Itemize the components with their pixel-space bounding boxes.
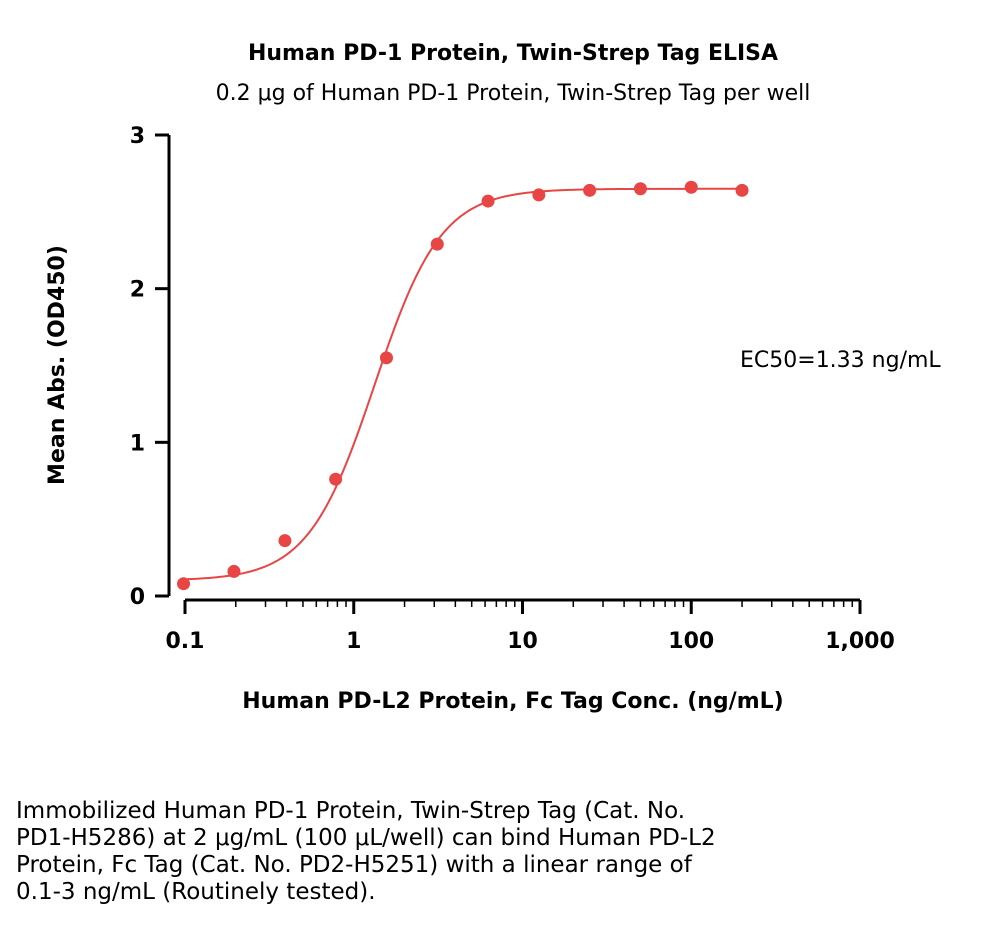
data-point — [633, 182, 647, 196]
data-point — [430, 237, 444, 251]
caption-line: Immobilized Human PD-1 Protein, Twin-Str… — [16, 798, 686, 824]
y-tick-label: 3 — [130, 124, 145, 149]
data-points — [177, 180, 749, 591]
elisa-chart: Human PD-1 Protein, Twin-Strep Tag ELISA… — [45, 41, 941, 714]
caption-line: PD1-H5286) at 2 μg/mL (100 μL/well) can … — [16, 825, 716, 851]
ec50-annotation: EC50=1.33 ng/mL — [740, 348, 941, 373]
data-point — [583, 183, 597, 197]
caption-line: 0.1-3 ng/mL (Routinely tested). — [16, 879, 376, 905]
data-point — [379, 351, 393, 365]
y-tick-label: 1 — [130, 431, 145, 456]
fit-curve — [183, 187, 743, 581]
y-tick-label: 0 — [130, 585, 145, 610]
ticks: 0 1 2 3 0.1 1 10 100 1,000 — [130, 124, 895, 654]
data-point — [329, 472, 343, 486]
data-point — [532, 188, 546, 202]
data-point — [684, 180, 698, 194]
chart-title: Human PD-1 Protein, Twin-Strep Tag ELISA — [248, 41, 778, 66]
data-point — [735, 183, 749, 197]
x-axis-label: Human PD-L2 Protein, Fc Tag Conc. (ng/mL… — [242, 689, 783, 714]
data-point — [227, 564, 241, 578]
chart-subtitle: 0.2 μg of Human PD-1 Protein, Twin-Strep… — [216, 81, 811, 106]
caption-line: Protein, Fc Tag (Cat. No. PD2-H5251) wit… — [16, 852, 692, 878]
data-point — [278, 534, 292, 548]
y-tick-label: 2 — [130, 278, 145, 303]
data-point — [481, 194, 495, 208]
figure-caption: Immobilized Human PD-1 Protein, Twin-Str… — [16, 798, 876, 906]
x-tick-label: 1 — [346, 629, 361, 654]
y-axis-label: Mean Abs. (OD450) — [45, 245, 70, 485]
x-tick-label: 1,000 — [825, 629, 895, 654]
data-point — [177, 577, 191, 591]
x-tick-label: 100 — [668, 629, 714, 654]
x-tick-label: 0.1 — [166, 629, 205, 654]
x-tick-label: 10 — [507, 629, 538, 654]
